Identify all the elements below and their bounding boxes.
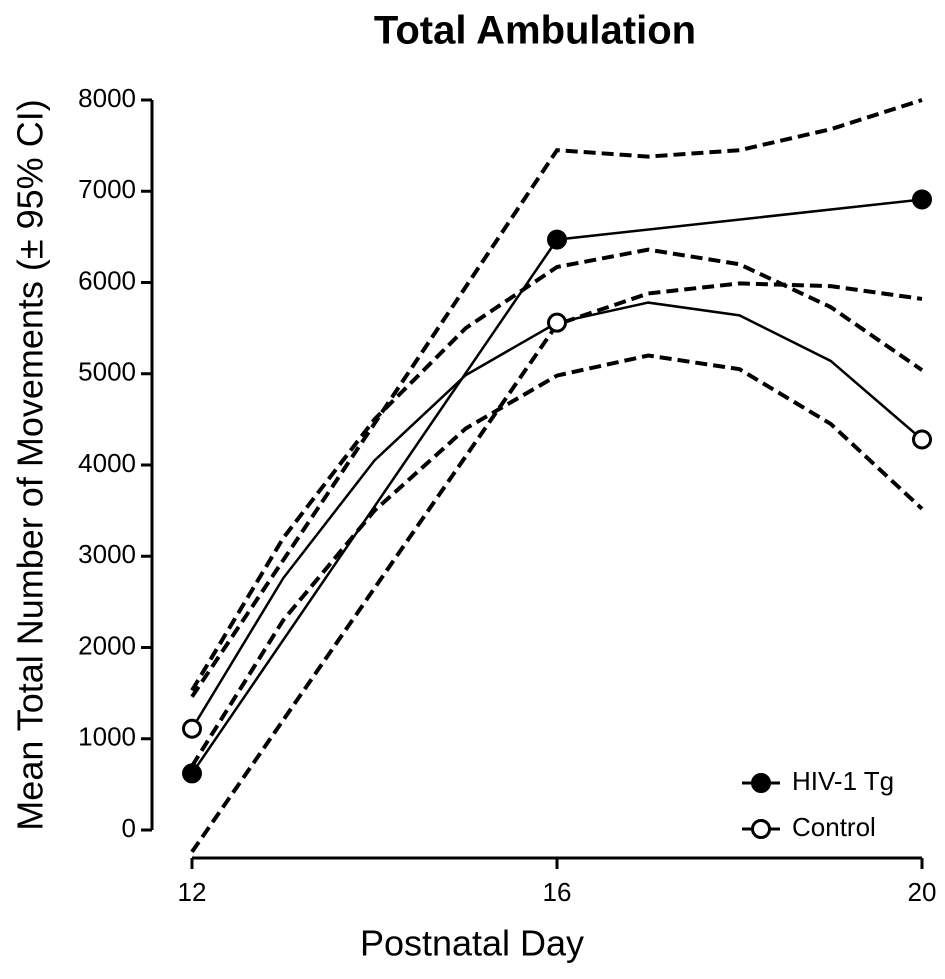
y-tick-label: 5000 <box>78 357 136 387</box>
point-marker <box>547 229 567 250</box>
chart-title: Total Ambulation <box>374 9 696 53</box>
point-marker <box>182 718 202 739</box>
point-marker <box>912 429 932 450</box>
y-tick-label: 6000 <box>78 265 136 295</box>
ci-line <box>190 247 924 692</box>
legend-label: HIV-1 Tg <box>792 766 894 796</box>
x-tick-label: 12 <box>178 877 207 907</box>
y-tick-label: 2000 <box>78 630 136 660</box>
y-tick-label: 1000 <box>78 722 136 752</box>
legend-label: Control <box>792 812 876 842</box>
x-axis-label: Postnatal Day <box>360 923 584 964</box>
legend-marker <box>751 773 771 793</box>
y-tick-label: 4000 <box>78 448 136 478</box>
x-tick-label: 20 <box>908 877 937 907</box>
y-tick-label: 8000 <box>78 83 136 113</box>
y-tick-label: 7000 <box>78 174 136 204</box>
x-tick-label: 16 <box>543 877 572 907</box>
y-tick-label: 0 <box>122 813 136 843</box>
point-marker <box>547 312 567 333</box>
point-marker <box>182 763 202 784</box>
legend-marker <box>751 819 771 839</box>
y-tick-label: 3000 <box>78 539 136 569</box>
point-marker <box>912 189 932 210</box>
ci-line <box>190 353 924 768</box>
y-axis-label: Mean Total Number of Movements (± 95% CI… <box>10 99 51 830</box>
ci-line <box>190 98 923 698</box>
ci-line <box>190 281 923 854</box>
